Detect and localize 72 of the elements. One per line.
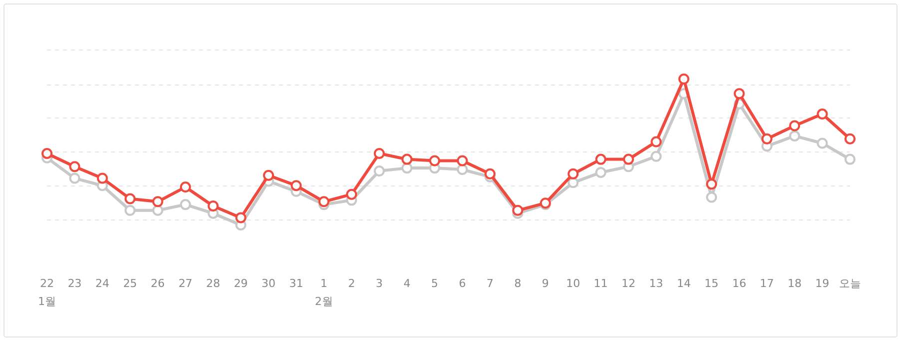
point bbox=[152, 196, 164, 208]
point bbox=[761, 133, 772, 144]
point bbox=[401, 162, 412, 174]
point bbox=[374, 148, 385, 159]
point bbox=[180, 199, 191, 210]
point bbox=[346, 188, 358, 200]
point bbox=[318, 196, 330, 208]
x-tick-label: 18 bbox=[788, 277, 802, 290]
point bbox=[568, 168, 579, 180]
point bbox=[290, 180, 302, 192]
point bbox=[263, 170, 274, 181]
point bbox=[69, 161, 80, 172]
x-tick-label: 17 bbox=[760, 277, 774, 290]
point bbox=[456, 155, 468, 166]
point bbox=[124, 193, 136, 204]
point bbox=[429, 155, 440, 166]
point bbox=[789, 120, 800, 132]
x-tick-label: 26 bbox=[150, 277, 165, 290]
point bbox=[706, 192, 718, 203]
x-tick-label: 9 bbox=[542, 277, 549, 290]
point bbox=[124, 204, 136, 216]
x-tick-label: 15 bbox=[704, 277, 719, 290]
point bbox=[734, 88, 745, 100]
x-tick-label: 22 1월 bbox=[38, 277, 56, 308]
x-tick-label: 13 bbox=[649, 277, 664, 290]
x-tick-label: 10 bbox=[566, 277, 580, 290]
x-tick-label: 오늘 bbox=[839, 277, 861, 290]
x-tick-label: 24 bbox=[95, 277, 110, 290]
x-tick-label: 2 bbox=[348, 277, 356, 290]
point bbox=[69, 172, 80, 184]
point bbox=[456, 164, 468, 176]
x-tick-label: 19 bbox=[815, 277, 830, 290]
point bbox=[816, 138, 828, 149]
point bbox=[401, 154, 412, 165]
point bbox=[374, 165, 385, 176]
x-tick-label: 16 bbox=[732, 277, 746, 290]
x-tick-label: 28 bbox=[206, 277, 220, 290]
x-tick-label: 6 bbox=[458, 277, 466, 290]
x-tick-label: 4 bbox=[403, 277, 410, 290]
point bbox=[844, 154, 856, 165]
point bbox=[42, 148, 52, 159]
x-tick-label: 30 bbox=[262, 277, 276, 290]
x-tick-label: 11 bbox=[594, 277, 608, 290]
x-tick-label: 25 bbox=[123, 277, 138, 290]
x-tick-label: 12 bbox=[621, 277, 636, 290]
x-tick-label: 27 bbox=[178, 277, 192, 290]
x-tick-label: 14 bbox=[676, 277, 691, 290]
point bbox=[152, 204, 164, 216]
point bbox=[678, 74, 690, 84]
point bbox=[208, 200, 219, 212]
point bbox=[235, 212, 246, 224]
x-tick-label: 31 bbox=[289, 277, 304, 290]
point bbox=[706, 178, 718, 190]
point bbox=[484, 168, 496, 180]
x-tick-label: 3 bbox=[376, 277, 383, 290]
point bbox=[844, 133, 856, 144]
point bbox=[595, 166, 606, 178]
point bbox=[650, 136, 662, 148]
point bbox=[789, 130, 800, 142]
point bbox=[180, 182, 191, 193]
point bbox=[650, 150, 662, 162]
point bbox=[595, 154, 606, 165]
point bbox=[512, 204, 524, 216]
x-tick-label: 29 bbox=[234, 277, 248, 290]
x-tick-label: 1 2월 bbox=[314, 277, 333, 308]
x-tick-label: 5 bbox=[431, 277, 438, 290]
point bbox=[816, 108, 828, 120]
x-tick-label: 23 bbox=[68, 277, 82, 290]
point bbox=[96, 172, 108, 184]
x-tick-label: 7 bbox=[486, 277, 494, 290]
x-tick-label: 8 bbox=[514, 277, 522, 290]
point bbox=[622, 154, 634, 165]
